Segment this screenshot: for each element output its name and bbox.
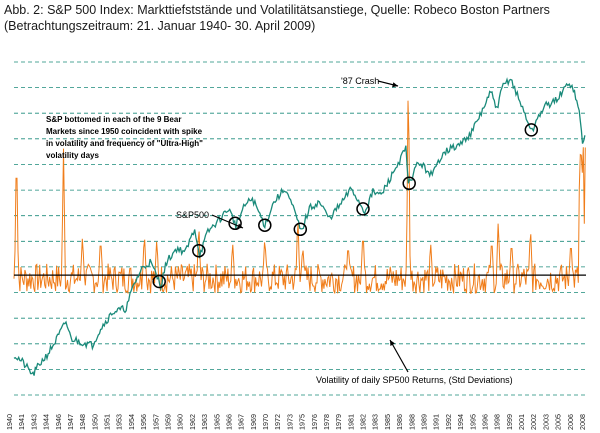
x-tick-label: 1989 bbox=[420, 414, 429, 430]
x-tick-label: 1947 bbox=[66, 414, 75, 430]
bottom-marker-circle bbox=[258, 218, 272, 232]
x-tick-label: 2001 bbox=[517, 414, 526, 430]
x-tick-label: 1962 bbox=[188, 414, 197, 430]
x-tick-label: 1943 bbox=[29, 414, 38, 430]
bottom-marker-circle bbox=[293, 222, 308, 237]
x-tick-label: 1999 bbox=[505, 414, 514, 430]
x-tick-label: 1951 bbox=[103, 414, 112, 430]
x-tick-label: 2003 bbox=[541, 414, 550, 430]
note-line-1: S&P bottomed in each of the 9 Bear bbox=[46, 115, 181, 124]
sp500-label: S&P500 bbox=[176, 210, 209, 220]
x-tick-label: 1959 bbox=[164, 414, 173, 430]
x-tick-label: 1983 bbox=[371, 414, 380, 430]
volatility-label: Volatility of daily SP500 Returns, (Std … bbox=[316, 375, 513, 385]
chart-title: Abb. 2: S&P 500 Index: Markttiefststände… bbox=[4, 2, 596, 34]
x-tick-label: 1994 bbox=[456, 414, 465, 430]
sp500-arrow-head bbox=[237, 223, 243, 229]
x-tick-label: 1954 bbox=[127, 414, 136, 430]
x-tick-label: 1992 bbox=[444, 414, 453, 430]
volatility-arrow-head bbox=[390, 340, 395, 346]
x-tick-label: 1970 bbox=[261, 414, 270, 430]
x-tick-label: 1972 bbox=[273, 414, 282, 430]
volatility-arrow bbox=[389, 339, 409, 373]
x-tick-label: 1965 bbox=[212, 414, 221, 430]
bottom-marker-circle bbox=[228, 216, 242, 231]
x-tick-label: 1960 bbox=[176, 414, 185, 430]
note-line-2: Markets since 1950 coincident with spike bbox=[46, 127, 203, 136]
bottom-marker-circle bbox=[524, 123, 539, 137]
note-line-4: volatility days bbox=[46, 151, 99, 160]
x-tick-label: 1995 bbox=[468, 414, 477, 430]
bottom-markers bbox=[152, 123, 539, 289]
crash-label: '87 Crash bbox=[341, 76, 379, 86]
x-tick-label: 1991 bbox=[432, 414, 441, 430]
x-tick-label: 1963 bbox=[200, 414, 209, 430]
x-tick-label: 1973 bbox=[285, 414, 294, 430]
x-tick-label: 1982 bbox=[359, 414, 368, 430]
x-tick-label: 1946 bbox=[54, 414, 63, 430]
x-tick-label: 2006 bbox=[566, 414, 575, 430]
x-tick-label: 1966 bbox=[224, 414, 233, 430]
annotations: '87 Crash S&P500 Volatility of daily SP5… bbox=[46, 76, 513, 385]
x-tick-label: 1941 bbox=[17, 414, 26, 430]
volatility-line bbox=[13, 100, 586, 295]
x-tick-label: 2008 bbox=[578, 414, 587, 430]
title-line-2: (Betrachtungszeitraum: 21. Januar 1940- … bbox=[4, 19, 316, 33]
x-tick-label: 1986 bbox=[395, 414, 404, 430]
volatility-series bbox=[13, 100, 586, 295]
x-tick-label: 1948 bbox=[78, 414, 87, 430]
x-tick-label: 1969 bbox=[249, 414, 258, 430]
x-tick-label: 1981 bbox=[346, 414, 355, 430]
x-tick-label: 2005 bbox=[554, 414, 563, 430]
x-tick-label: 1978 bbox=[322, 414, 331, 430]
x-tick-label: 1988 bbox=[407, 414, 416, 430]
title-line-1: Abb. 2: S&P 500 Index: Markttiefststände… bbox=[4, 3, 550, 17]
x-tick-label: 1940 bbox=[5, 414, 14, 430]
x-tick-label: 1950 bbox=[90, 414, 99, 430]
x-tick-label: 1998 bbox=[493, 414, 502, 430]
crash-arrow-head bbox=[392, 82, 398, 88]
note-line-3: in volatility and frequency of "Ultra-Hi… bbox=[46, 139, 203, 148]
x-tick-label: 1975 bbox=[298, 414, 307, 430]
x-tick-label: 1985 bbox=[383, 414, 392, 430]
x-tick-label: 1944 bbox=[42, 414, 51, 430]
bottom-marker-circle bbox=[152, 274, 166, 289]
x-tick-label: 1996 bbox=[481, 414, 490, 430]
x-axis-ticks: 1940 1941 1943 1944 1946 1947 1948 1950 1951 1953… bbox=[5, 414, 587, 430]
sp500-arrow bbox=[211, 214, 244, 229]
note-block: S&P bottomed in each of the 9 Bear Marke… bbox=[46, 115, 203, 160]
sp500-line bbox=[13, 77, 586, 376]
x-tick-label: 2002 bbox=[529, 414, 538, 430]
sp500-series bbox=[13, 77, 586, 376]
bottom-marker-circle bbox=[192, 243, 206, 258]
bottom-marker-circle bbox=[402, 176, 416, 191]
bottom-marker-circle bbox=[356, 202, 370, 216]
x-tick-label: 1967 bbox=[237, 414, 246, 430]
x-tick-label: 1979 bbox=[334, 414, 343, 430]
x-tick-label: 1957 bbox=[151, 414, 160, 430]
x-tick-label: 1976 bbox=[310, 414, 319, 430]
x-tick-label: 1956 bbox=[139, 414, 148, 430]
x-tick-label: 1953 bbox=[115, 414, 124, 430]
